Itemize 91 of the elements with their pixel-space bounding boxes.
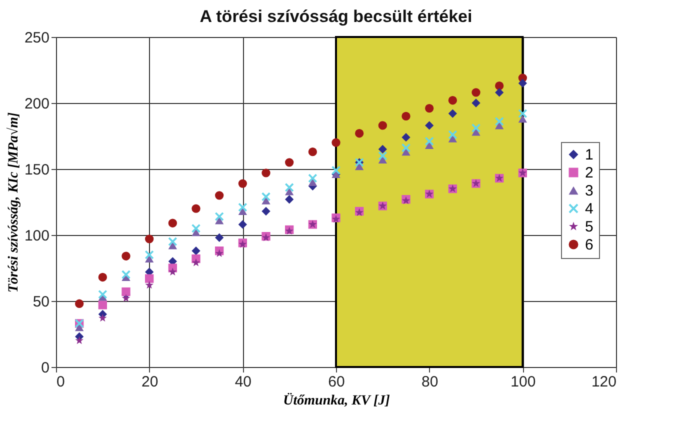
- legend-label: 3: [585, 182, 594, 200]
- point: [378, 144, 387, 154]
- point: [425, 104, 434, 113]
- point: [122, 270, 130, 279]
- point: [238, 220, 247, 229]
- point: [262, 192, 270, 202]
- point: [168, 237, 177, 246]
- point: [192, 204, 200, 213]
- point: [332, 166, 340, 175]
- y-tick-label: 200: [24, 96, 50, 112]
- y-tick-label: 0: [41, 360, 50, 376]
- legend-label: 4: [585, 200, 594, 218]
- point: [285, 188, 294, 196]
- point: [448, 109, 457, 118]
- x-tick-label: 120: [591, 374, 616, 390]
- point: [238, 179, 247, 188]
- point: [192, 258, 200, 266]
- point: [122, 287, 130, 296]
- point: [145, 234, 154, 244]
- point: [332, 138, 340, 147]
- x-tick-label: 40: [234, 374, 252, 390]
- legend-label: 5: [585, 218, 594, 236]
- point: [262, 206, 270, 216]
- point: [495, 122, 504, 130]
- point: [238, 202, 247, 212]
- point: [122, 252, 130, 260]
- point: [192, 228, 200, 236]
- point: [518, 78, 527, 88]
- point: [98, 272, 107, 282]
- x-tick-label: 80: [421, 374, 438, 390]
- point: [192, 246, 200, 256]
- point: [168, 218, 177, 228]
- point: [285, 183, 294, 192]
- point: [402, 148, 410, 156]
- point: [145, 280, 154, 289]
- point: [472, 98, 480, 108]
- point: [285, 158, 294, 167]
- point: [378, 151, 387, 160]
- y-tick-label: 250: [24, 30, 50, 46]
- point: [472, 124, 480, 132]
- y-tick-label: 100: [24, 228, 50, 244]
- point: [402, 132, 410, 142]
- point: [215, 233, 224, 242]
- point: [98, 314, 107, 322]
- point: [448, 130, 457, 140]
- point: [378, 121, 387, 130]
- point: [145, 250, 154, 260]
- x-tick-label: 20: [141, 374, 158, 390]
- legend-label: 1: [585, 146, 594, 164]
- point: [262, 168, 270, 178]
- point: [472, 88, 480, 97]
- chart-title: A törési szívósság becsült értékei: [200, 7, 472, 26]
- point: [168, 268, 177, 276]
- point: [75, 299, 84, 308]
- legend-label: 6: [585, 236, 594, 254]
- point: [425, 121, 434, 130]
- point: [215, 191, 224, 200]
- point: [75, 324, 84, 332]
- point: [308, 174, 317, 183]
- y-tick-label: 50: [32, 294, 50, 310]
- point: [518, 109, 527, 118]
- x-axis-title: Ütőmunka, KV [J]: [283, 392, 390, 408]
- point: [122, 294, 130, 302]
- point: [308, 148, 317, 156]
- point: [355, 162, 364, 170]
- x-tick-label: 100: [510, 374, 536, 390]
- point: [98, 290, 107, 299]
- point: [378, 156, 387, 164]
- y-axis-title: Törési szívósság, KIc [MPa√m]: [5, 112, 22, 293]
- point: [448, 96, 457, 105]
- point: [215, 212, 224, 221]
- point: [168, 242, 177, 250]
- point: [145, 274, 154, 283]
- point: [145, 255, 154, 263]
- point: [75, 336, 84, 344]
- legend-label: 2: [585, 164, 594, 182]
- y-tick-label: 150: [24, 162, 50, 178]
- point: [518, 115, 527, 123]
- point: [285, 195, 294, 204]
- x-tick-label: 60: [328, 374, 345, 390]
- point: [495, 117, 504, 126]
- point: [98, 300, 107, 310]
- point: [495, 88, 504, 97]
- point: [402, 144, 410, 152]
- x-tick-label: 0: [56, 374, 65, 390]
- point: [402, 112, 410, 121]
- point: [495, 82, 504, 90]
- point: [192, 224, 200, 233]
- point: [355, 129, 364, 138]
- point: [215, 249, 224, 257]
- point: [425, 136, 434, 146]
